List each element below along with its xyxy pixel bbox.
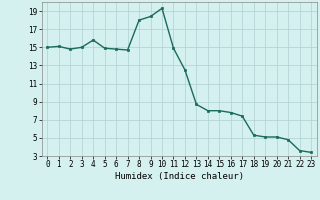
X-axis label: Humidex (Indice chaleur): Humidex (Indice chaleur)	[115, 172, 244, 181]
